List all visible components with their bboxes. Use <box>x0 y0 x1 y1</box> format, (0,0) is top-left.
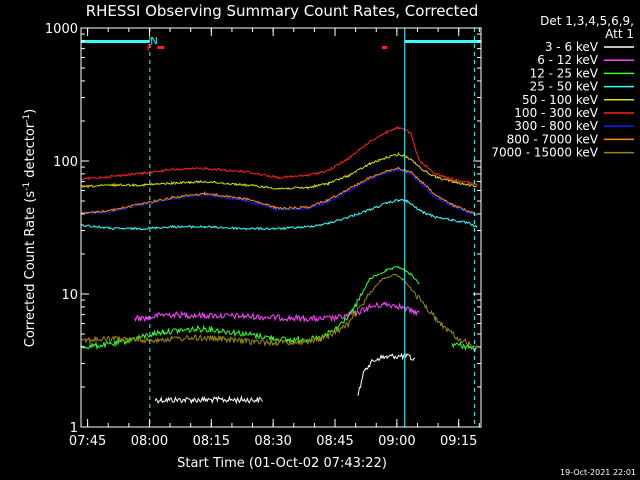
legend-header-line-1: Det 1,3,4,5,6,9, <box>540 14 634 28</box>
y-axis-label-sup-1: -1 <box>22 182 32 191</box>
plot-area: FN <box>81 28 481 427</box>
x-axis-label: Start Time (01-Oct-02 07:43:22) <box>177 456 387 471</box>
chart-title: RHESSI Observing Summary Count Rates, Co… <box>86 2 479 20</box>
series-line-50-100-kev <box>81 151 478 190</box>
legend-label-800-7000-kev: 800 - 7000 keV <box>507 132 599 146</box>
x-tick-label: 07:45 <box>69 434 106 449</box>
legend-label-50-100-kev: 50 - 100 keV <box>522 93 599 107</box>
series-line-6-12-kev <box>134 301 420 323</box>
plot-border <box>80 27 482 428</box>
legend-label-7000-15000-kev: 7000 - 15000 keV <box>491 146 598 160</box>
y-tick-label: 1000 <box>45 22 78 37</box>
legend-label-6-12-kev: 6 - 12 keV <box>537 53 599 67</box>
y-axis-label: Corrected Count Rate (s-1 detector-1) <box>22 109 38 347</box>
x-tick-label: 08:30 <box>254 434 291 449</box>
y-tick-label: 10 <box>61 288 78 303</box>
series-line-3-6-kev <box>154 352 416 405</box>
top-bar-segment-1 <box>81 40 150 43</box>
legend-label-25-50-kev: 25 - 50 keV <box>530 80 599 94</box>
x-tick-label: 09:15 <box>440 434 477 449</box>
legend-header-line-2: Att 1 <box>605 27 634 41</box>
flag-mark-2 <box>382 46 387 49</box>
legend-label-100-300-kev: 100 - 300 keV <box>514 106 598 120</box>
axis-ticks: 1 10 100 1000 07:45 08:00 08:15 08:30 08:45 09:00… <box>45 22 481 449</box>
legend-label-3-6-kev: 3 - 6 keV <box>545 40 599 54</box>
series-line-100-300-kev <box>81 126 478 186</box>
top-bar-segment-2 <box>404 40 481 43</box>
legend-label-300-800-kev: 300 - 800 keV <box>514 119 598 133</box>
y-axis-label-main: Corrected Count Rate (s <box>23 191 38 348</box>
y-axis-label-sup-2: -1 <box>22 114 32 123</box>
y-axis-label-mid: detector <box>23 122 38 182</box>
series-line-800-7000-kev <box>81 166 478 216</box>
plot-frame <box>80 27 482 428</box>
y-axis-label-end: ) <box>23 109 38 114</box>
x-tick-label: 08:00 <box>131 434 168 449</box>
marker-f: F <box>147 43 153 54</box>
y-tick-label: 1 <box>70 421 78 436</box>
x-tick-label: 08:15 <box>193 434 230 449</box>
x-tick-label: 08:45 <box>316 434 353 449</box>
marker-n: N <box>150 36 157 47</box>
y-tick-label: 100 <box>53 155 78 170</box>
flag-mark-1 <box>157 46 165 49</box>
series-line-25-50-kev <box>81 198 478 231</box>
series-line-7000-15000-kev <box>81 273 478 349</box>
x-tick-label: 09:00 <box>378 434 415 449</box>
legend-label-12-25-kev: 12 - 25 keV <box>530 66 599 80</box>
timestamp: 19-Oct-2021 22:01 <box>560 468 636 477</box>
